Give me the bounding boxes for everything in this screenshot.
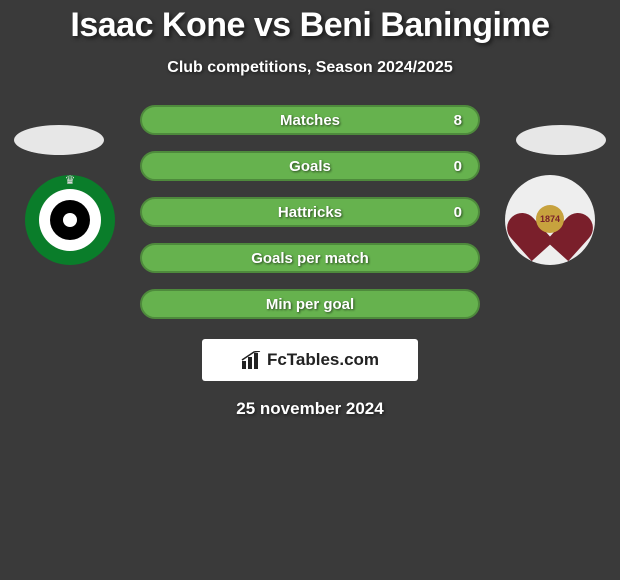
page-title: Isaac Kone vs Beni Baningime	[0, 0, 620, 45]
stat-bar-min-per-goal: Min per goal	[140, 289, 480, 319]
crest-year: 1874	[536, 205, 564, 233]
stat-bar-matches: Matches 8	[140, 105, 480, 135]
subtitle: Club competitions, Season 2024/2025	[0, 59, 620, 77]
player-photo-right	[516, 125, 606, 155]
brand-text: FcTables.com	[267, 350, 379, 370]
brand-badge: FcTables.com	[202, 339, 418, 381]
stat-label: Goals	[289, 158, 331, 175]
club-crest-right: 1874	[505, 175, 595, 265]
stat-label: Matches	[280, 112, 340, 129]
stat-label: Hattricks	[278, 204, 342, 221]
stat-label: Min per goal	[266, 296, 354, 313]
date-text: 25 november 2024	[0, 399, 620, 419]
stat-value: 0	[454, 204, 462, 221]
stat-bars: Matches 8 Goals 0 Hattricks 0 Goals per …	[140, 105, 480, 319]
stat-bar-hattricks: Hattricks 0	[140, 197, 480, 227]
stat-value: 8	[454, 112, 462, 129]
crown-icon: ♛	[65, 173, 76, 187]
stat-bar-goals: Goals 0	[140, 151, 480, 181]
player-photo-left	[14, 125, 104, 155]
bars-icon	[241, 351, 263, 369]
stat-bar-goals-per-match: Goals per match	[140, 243, 480, 273]
stat-label: Goals per match	[251, 250, 369, 267]
club-crest-left: ♛	[25, 175, 115, 265]
stat-value: 0	[454, 158, 462, 175]
